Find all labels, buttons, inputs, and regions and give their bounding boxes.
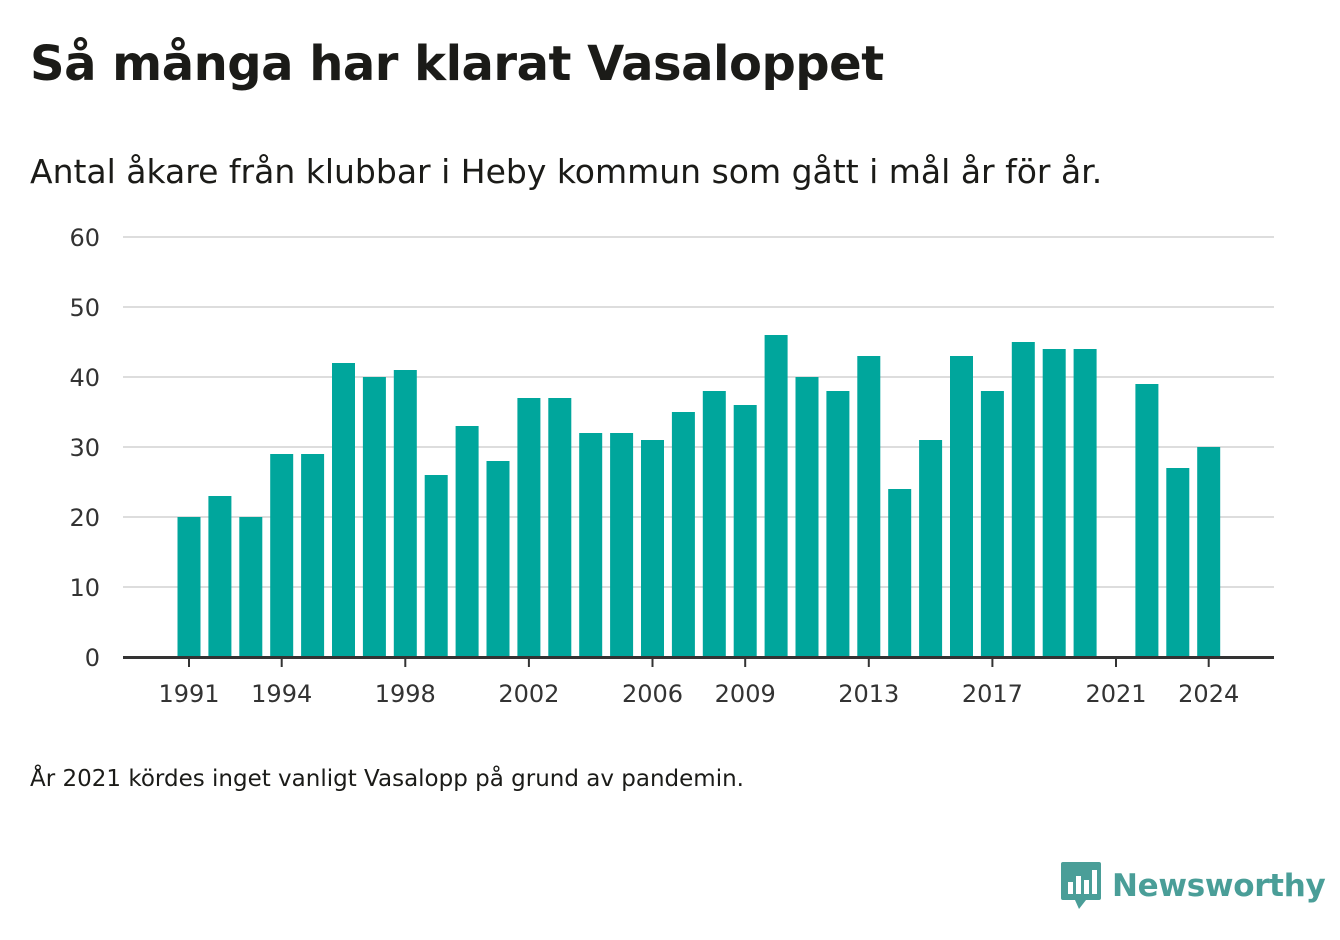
x-tick-label: 1994 — [251, 680, 312, 708]
bar-2023 — [1166, 468, 1190, 657]
axes: 0 10 20 30 40 50 60 1991 1994 1998 2002 2006 2009 201… — [69, 224, 1274, 708]
bar-2008 — [702, 391, 726, 657]
y-tick-label: 60 — [69, 224, 100, 252]
y-tick-label: 20 — [69, 504, 100, 532]
bar-1997 — [362, 377, 386, 657]
x-tick-label: 2017 — [962, 680, 1023, 708]
newsworthy-logo-icon — [1061, 862, 1101, 909]
bar-1996 — [332, 363, 355, 657]
bar-1993 — [239, 517, 263, 657]
bar-2014 — [888, 489, 912, 657]
x-tick-label: 2021 — [1085, 680, 1146, 708]
x-tick-label: 1991 — [158, 680, 219, 708]
x-tick-label: 2013 — [838, 680, 899, 708]
bar-1995 — [301, 454, 325, 657]
bar-2024 — [1197, 447, 1221, 657]
footnote: År 2021 kördes inget vanligt Vasalopp på… — [30, 766, 744, 792]
bar-2016 — [950, 356, 973, 657]
gridlines — [123, 236, 1274, 588]
bar-2002 — [517, 398, 541, 657]
bar-1998 — [393, 370, 417, 657]
bar-1999 — [424, 475, 448, 657]
y-tick-label: 40 — [69, 364, 100, 392]
x-tick-label: 2006 — [622, 680, 683, 708]
chart-subtitle: Antal åkare från klubbar i Heby kommun s… — [30, 152, 1103, 191]
bar-2015 — [919, 440, 943, 657]
bar-2011 — [795, 377, 819, 657]
x-tick-label: 2002 — [498, 680, 559, 708]
x-tick-label: 1998 — [375, 680, 436, 708]
bar-2007 — [671, 412, 695, 657]
bar-2020 — [1073, 349, 1097, 657]
bars — [177, 335, 1221, 657]
bar-2005 — [610, 433, 634, 657]
bar-2013 — [857, 356, 881, 657]
bar-2009 — [733, 405, 757, 657]
newsworthy-logo: Newsworthy — [1060, 860, 1326, 912]
bar-2001 — [486, 461, 510, 657]
bar-2010 — [764, 335, 788, 657]
y-tick-label: 50 — [69, 294, 100, 322]
y-tick-label: 30 — [69, 434, 100, 462]
x-tick-label: 2009 — [715, 680, 776, 708]
bar-2018 — [1011, 342, 1035, 657]
bar-2006 — [641, 440, 664, 657]
bar-2003 — [548, 398, 572, 657]
bar-1991 — [177, 517, 201, 657]
y-tick-label: 0 — [85, 644, 100, 672]
bar-2000 — [455, 426, 479, 657]
bar-2019 — [1042, 349, 1066, 657]
y-tick-label: 10 — [69, 574, 100, 602]
bar-1992 — [208, 496, 232, 657]
newsworthy-logo-text: Newsworthy — [1112, 868, 1326, 904]
chart-title: Så många har klarat Vasaloppet — [30, 36, 884, 92]
bar-2004 — [579, 433, 603, 657]
bar-2012 — [826, 391, 850, 657]
x-tick-label: 2024 — [1178, 680, 1239, 708]
bar-2022 — [1135, 384, 1159, 657]
bar-2017 — [980, 391, 1004, 657]
bar-1994 — [270, 454, 294, 657]
